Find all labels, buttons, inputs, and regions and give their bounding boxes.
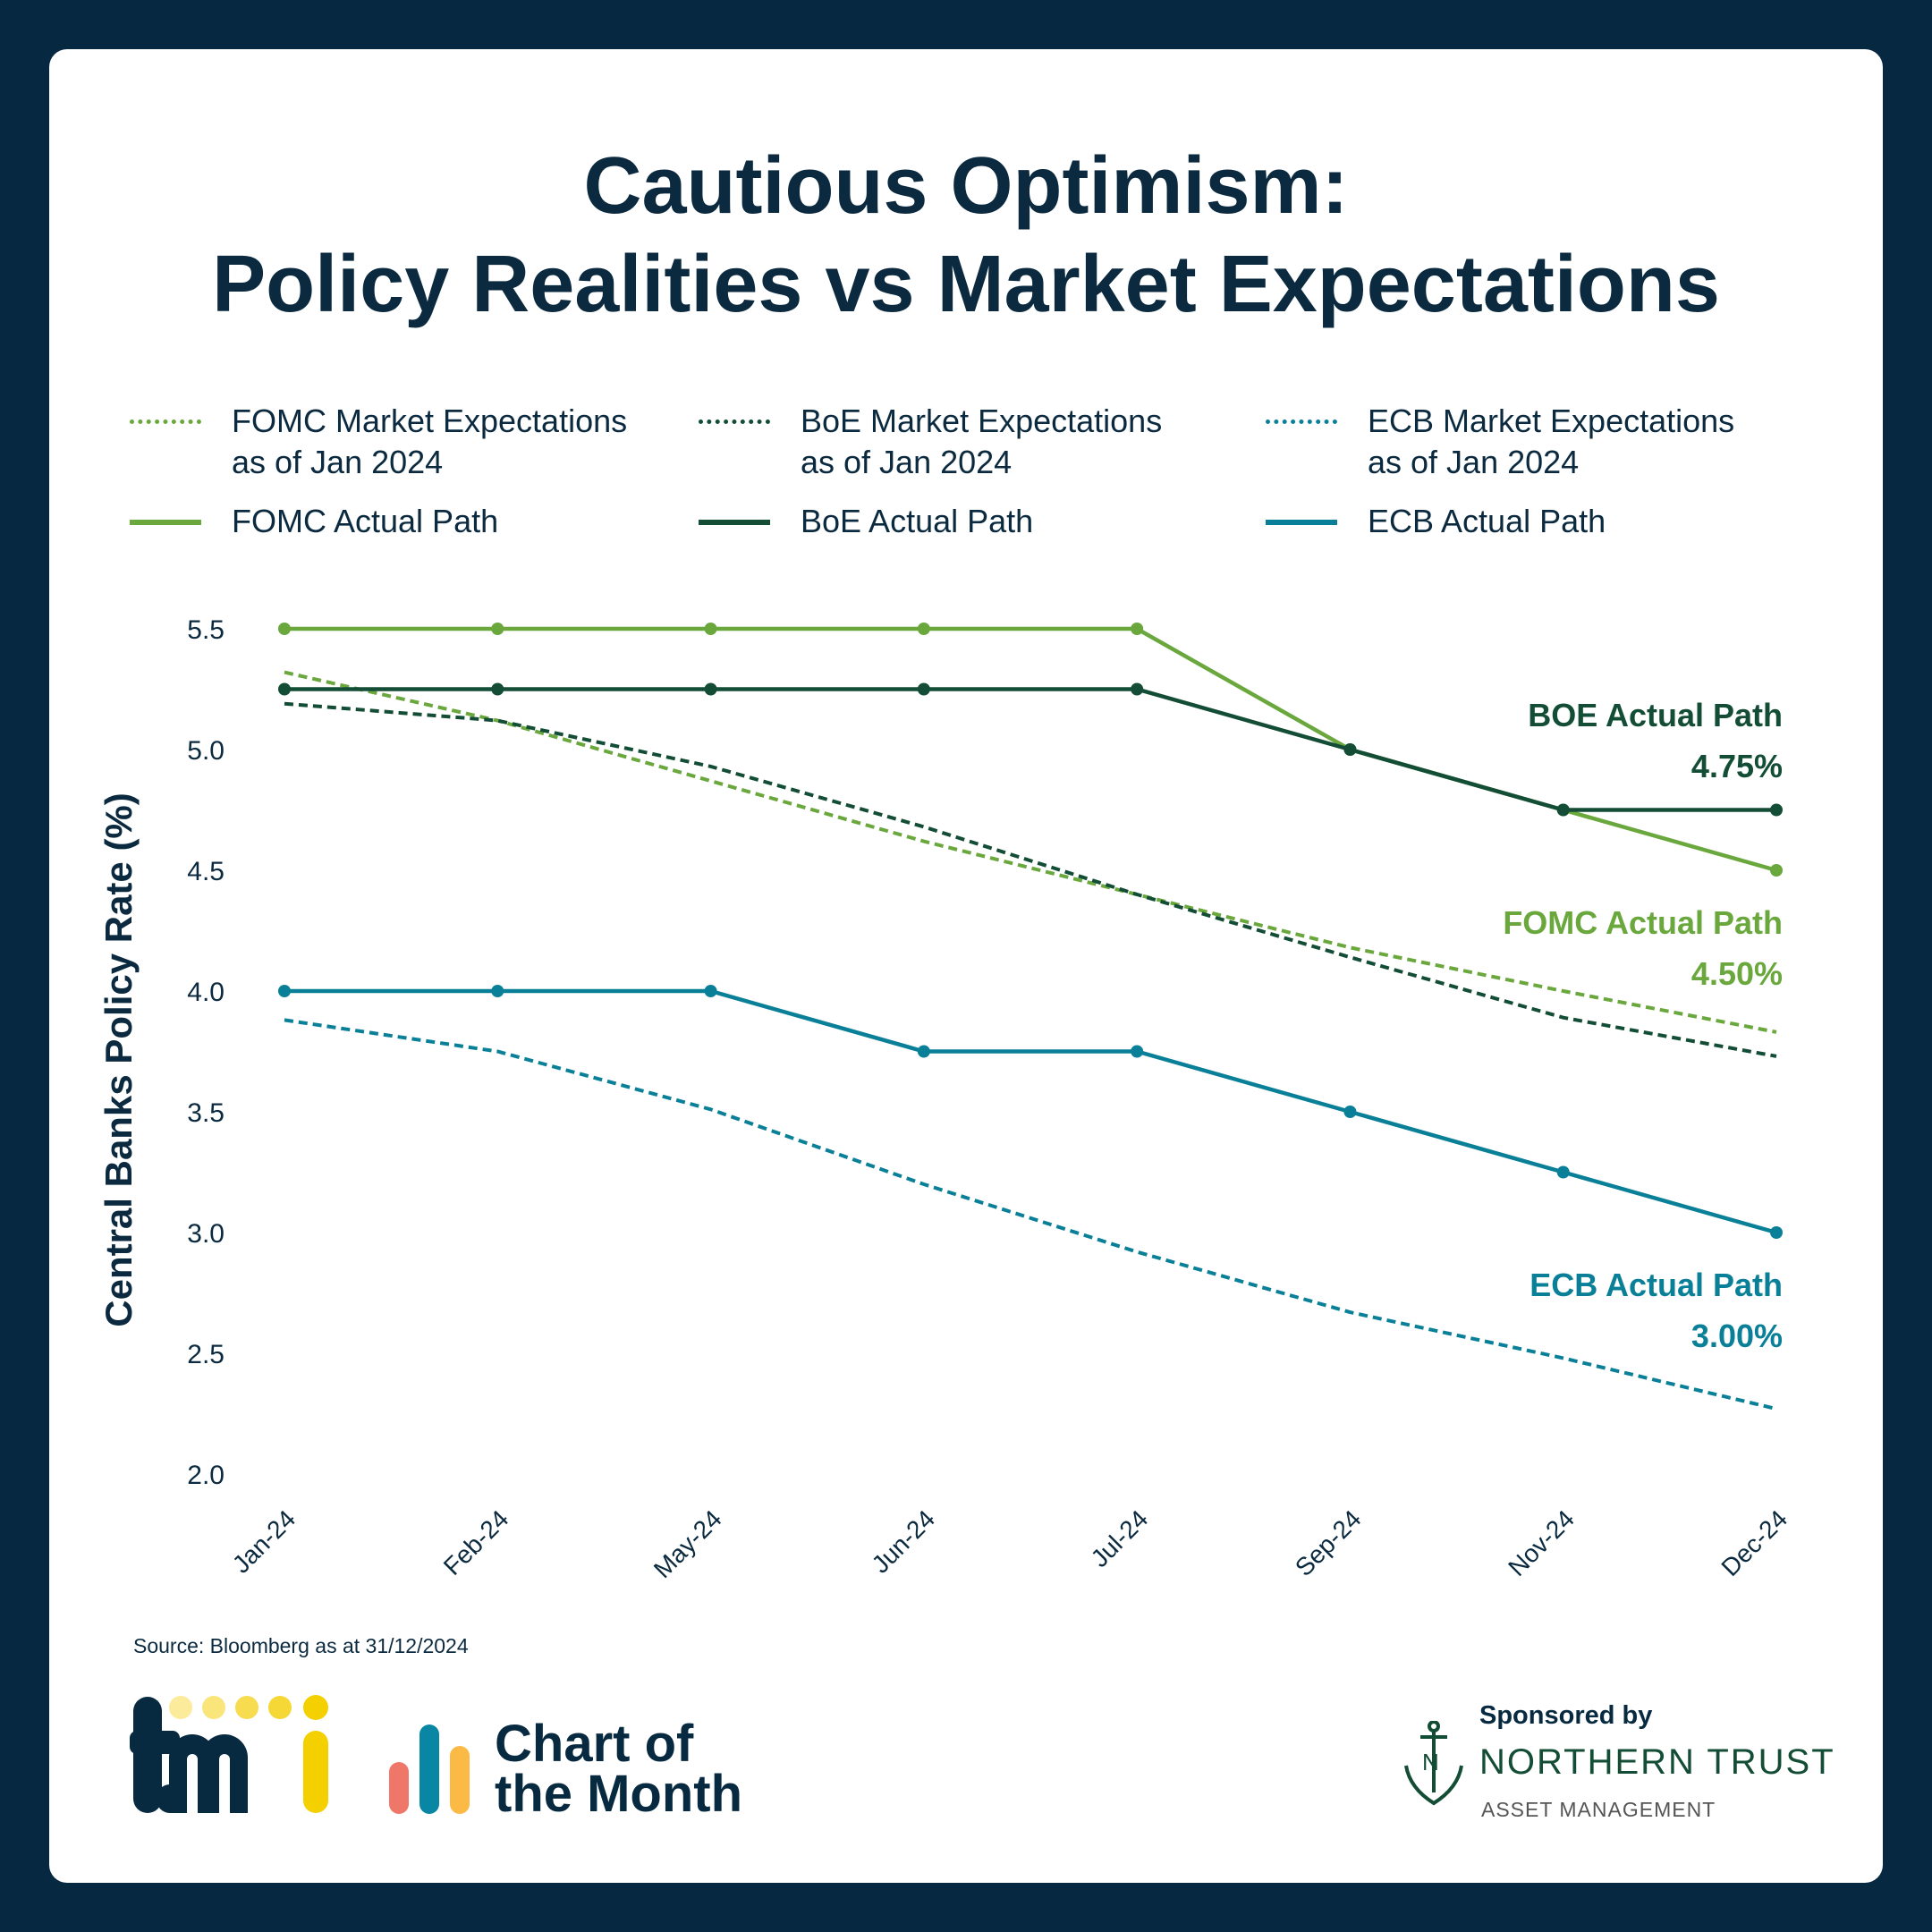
data-point [1770, 1226, 1783, 1239]
legend-label-line-2: as of Jan 2024 [232, 444, 444, 480]
data-point [1343, 743, 1357, 756]
x-tick-label: May-24 [648, 1504, 727, 1583]
data-point [704, 985, 717, 997]
data-point [491, 623, 504, 635]
data-point [491, 985, 504, 997]
data-point [1131, 623, 1144, 635]
x-tick-label: Nov-24 [1503, 1504, 1580, 1581]
y-tick-label: 2.0 [187, 1461, 225, 1490]
data-point [1770, 803, 1783, 817]
data-point [917, 1045, 930, 1058]
legend-swatch-2 [1266, 419, 1337, 424]
card [49, 49, 1883, 1883]
y-tick-label: 2.5 [187, 1340, 225, 1369]
legend-item-1: BoE Market Expectations as of Jan 2024 [801, 401, 1162, 483]
legend-item-2: ECB Market Expectations as of Jan 2024 [1368, 401, 1734, 483]
series-line-1 [284, 701, 1777, 1058]
chart-of-month-line-1: Chart of [495, 1715, 694, 1773]
legend-swatch-1 [699, 419, 770, 424]
x-tick-label: Feb-24 [438, 1504, 514, 1580]
data-point [917, 623, 930, 635]
y-tick-label: 4.0 [187, 978, 225, 1007]
sponsored-by: Sponsored by [1479, 1701, 1653, 1730]
legend-item-4: BoE Actual Path [801, 501, 1033, 542]
source-note: Source: Bloomberg as at 31/12/2024 [133, 1634, 469, 1657]
series-line-4 [284, 687, 1776, 812]
x-tick-label: Jun-24 [867, 1504, 940, 1578]
x-tick-label: Jan-24 [227, 1504, 301, 1578]
series-line-3 [284, 626, 1777, 873]
legend-swatch-0 [130, 419, 201, 424]
data-point [1343, 1106, 1357, 1118]
legend-swatch-4 [699, 520, 770, 525]
sponsor-name: NORTHERN TRUST [1479, 1742, 1835, 1782]
series-line-2 [284, 1018, 1777, 1411]
chart-of-month-title: Chart of the Month [495, 1715, 743, 1823]
legend-label: BoE Market Expectations [801, 402, 1163, 439]
data-point [704, 623, 717, 635]
data-point [1556, 1165, 1570, 1179]
series-line-0 [284, 670, 1777, 1034]
data-point [1770, 864, 1783, 877]
legend-item-5: ECB Actual Path [1368, 501, 1606, 542]
legend-label-line-2: as of Jan 2024 [801, 444, 1013, 480]
x-tick-label: Sep-24 [1290, 1504, 1367, 1581]
legend-label: FOMC Market Expectations [232, 402, 628, 439]
x-tick-label: Dec-24 [1716, 1504, 1792, 1581]
annotation-value: 4.50% [1691, 955, 1783, 992]
annotation-label: FOMC Actual Path [1503, 904, 1783, 941]
y-tick-label: 4.5 [187, 857, 225, 886]
y-tick-label: 3.0 [187, 1219, 225, 1249]
svg-text:N: N [1422, 1749, 1439, 1775]
y-axis-label: Central Banks Policy Rate (%) [97, 792, 140, 1327]
legend-item-3: FOMC Actual Path [232, 501, 498, 542]
sponsor-subtitle: ASSET MANAGEMENT [1481, 1798, 1716, 1821]
data-point [704, 682, 717, 696]
data-point [278, 985, 291, 997]
title-line-2: Policy Realities vs Market Expectations [212, 240, 1720, 329]
series-line-5 [284, 988, 1777, 1235]
chart-of-month-line-2: the Month [495, 1765, 743, 1823]
legend-label: BoE Actual Path [801, 503, 1034, 539]
legend-swatch-5 [1266, 520, 1337, 525]
y-tick-label: 3.5 [187, 1098, 225, 1128]
chart-of-month-bars-icon [389, 1724, 470, 1814]
data-point [278, 682, 291, 696]
title-line-1: Cautious Optimism: [583, 141, 1349, 231]
data-point [917, 682, 930, 696]
legend-label: FOMC Actual Path [232, 503, 499, 539]
legend-label: ECB Actual Path [1368, 503, 1606, 539]
legend-swatch-3 [130, 520, 201, 525]
data-point [1131, 1045, 1144, 1058]
legend-item-0: FOMC Market Expectations as of Jan 2024 [232, 401, 627, 483]
data-point [1556, 803, 1570, 817]
line-chart: 5.5 5.0 4.5 4.0 3.5 3.0 2.5 2.0 Central Banks Po… [97, 615, 1792, 1583]
data-point [1131, 682, 1144, 696]
data-point [278, 623, 291, 635]
annotation-value: 4.75% [1691, 748, 1783, 784]
tmi-logo [130, 1695, 328, 1813]
legend-label: ECB Market Expectations [1368, 402, 1735, 439]
northern-trust-anchor-icon: N [1404, 1721, 1463, 1806]
legend-label-line-2: as of Jan 2024 [1368, 444, 1580, 480]
annotation-value: 3.00% [1691, 1318, 1783, 1354]
annotation-label: ECB Actual Path [1530, 1267, 1783, 1303]
x-tick-label: Jul-24 [1086, 1504, 1154, 1572]
annotation-label: BOE Actual Path [1528, 697, 1783, 733]
data-point [491, 682, 504, 696]
y-tick-label: 5.5 [187, 615, 225, 645]
y-tick-label: 5.0 [187, 736, 225, 766]
